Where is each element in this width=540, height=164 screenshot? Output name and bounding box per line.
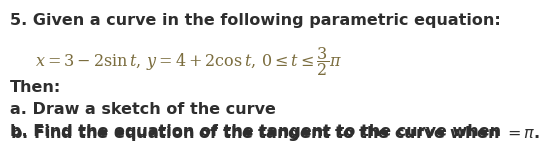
- Text: b. Find the equation of the tangent to the curve when: b. Find the equation of the tangent to t…: [10, 124, 507, 139]
- Text: a. Draw a sketch of the curve: a. Draw a sketch of the curve: [10, 102, 276, 117]
- Text: Then:: Then:: [10, 80, 61, 95]
- Text: 5. Given a curve in the following parametric equation:: 5. Given a curve in the following parame…: [10, 13, 501, 28]
- Text: b. Find the equation of the tangent to the curve when $=\pi$.: b. Find the equation of the tangent to t…: [10, 124, 540, 143]
- Text: $x = 3 - 2\sin t,\, y = 4 + 2\cos t,\, 0 \leq t \leq \dfrac{3}{2}\pi$: $x = 3 - 2\sin t,\, y = 4 + 2\cos t,\, 0…: [35, 45, 342, 78]
